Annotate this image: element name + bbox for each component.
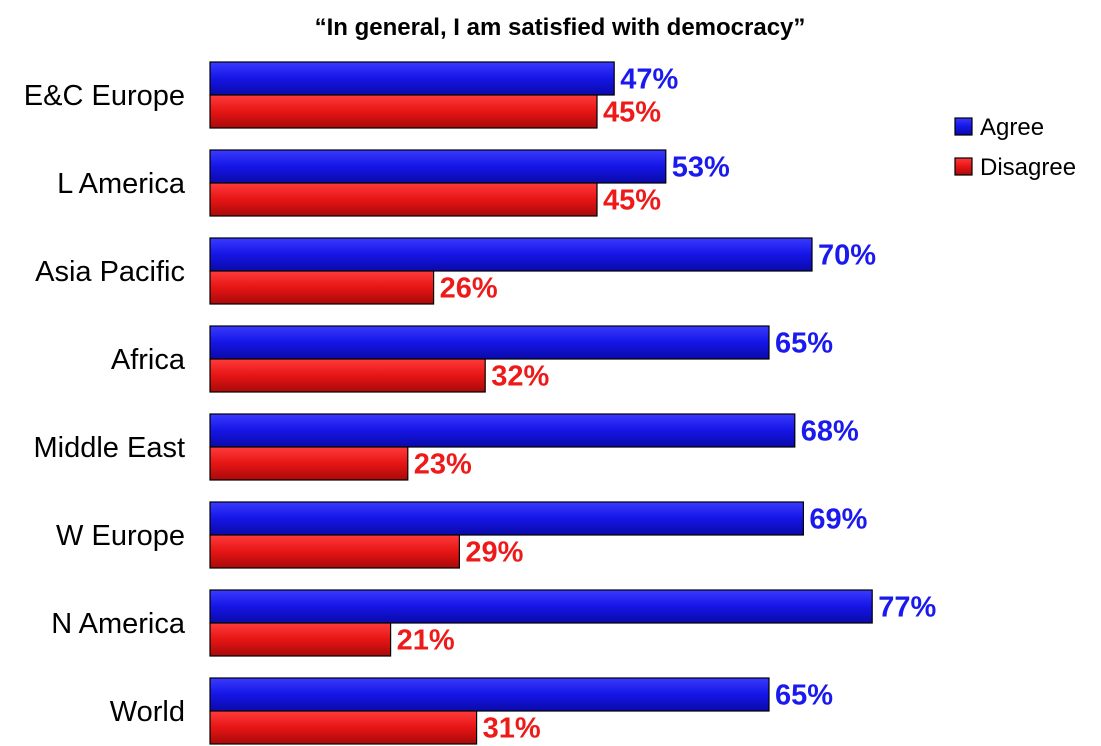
data-label-disagree-asia-pacific: 26% xyxy=(440,273,498,305)
bar-agree-w-europe xyxy=(209,501,805,536)
bar-disagree-w-europe xyxy=(209,534,460,569)
legend-swatch-agree xyxy=(954,117,973,136)
bar-disagree-middle-east xyxy=(209,446,409,481)
data-label-agree-world: 65% xyxy=(775,680,833,712)
legend-swatch-disagree xyxy=(954,157,973,176)
category-label-africa: Africa xyxy=(111,344,186,376)
data-label-agree-asia-pacific: 70% xyxy=(818,240,876,272)
data-label-agree-e-c-europe: 47% xyxy=(620,64,678,96)
data-label-agree-africa: 65% xyxy=(775,328,833,360)
category-label-world: World xyxy=(110,696,185,728)
category-label-n-america: N America xyxy=(51,608,186,640)
chart-title: “In general, I am satisfied with democra… xyxy=(315,14,806,41)
category-label-asia-pacific: Asia Pacific xyxy=(35,256,185,288)
bar-agree-e-c-europe xyxy=(209,61,615,96)
bar-agree-l-america xyxy=(209,149,667,184)
data-label-disagree-w-europe: 29% xyxy=(465,537,523,569)
category-label-l-america: L America xyxy=(57,168,186,200)
data-label-disagree-e-c-europe: 45% xyxy=(603,97,661,129)
data-label-agree-n-america: 77% xyxy=(878,592,936,624)
bar-agree-africa xyxy=(209,325,770,360)
bar-disagree-asia-pacific xyxy=(209,270,435,305)
bar-disagree-e-c-europe xyxy=(209,94,598,129)
bar-agree-asia-pacific xyxy=(209,237,813,272)
bar-agree-middle-east xyxy=(209,413,796,448)
category-label-middle-east: Middle East xyxy=(33,432,185,464)
data-label-disagree-n-america: 21% xyxy=(397,625,455,657)
category-label-e-c-europe: E&C Europe xyxy=(24,80,185,112)
bar-agree-n-america xyxy=(209,589,873,624)
legend-label-agree: Agree xyxy=(980,114,1044,141)
bar-disagree-world xyxy=(209,710,478,745)
data-label-disagree-l-america: 45% xyxy=(603,185,661,217)
bar-disagree-n-america xyxy=(209,622,392,657)
data-label-agree-w-europe: 69% xyxy=(809,504,867,536)
bar-agree-world xyxy=(209,677,770,712)
bar-disagree-l-america xyxy=(209,182,598,217)
data-label-disagree-middle-east: 23% xyxy=(414,449,472,481)
bar-disagree-africa xyxy=(209,358,486,393)
data-label-disagree-africa: 32% xyxy=(491,361,549,393)
data-label-agree-middle-east: 68% xyxy=(801,416,859,448)
category-label-w-europe: W Europe xyxy=(56,520,185,552)
legend-label-disagree: Disagree xyxy=(980,154,1076,181)
data-label-disagree-world: 31% xyxy=(483,713,541,745)
legend: Agree Disagree xyxy=(954,114,1076,181)
data-label-agree-l-america: 53% xyxy=(672,152,730,184)
